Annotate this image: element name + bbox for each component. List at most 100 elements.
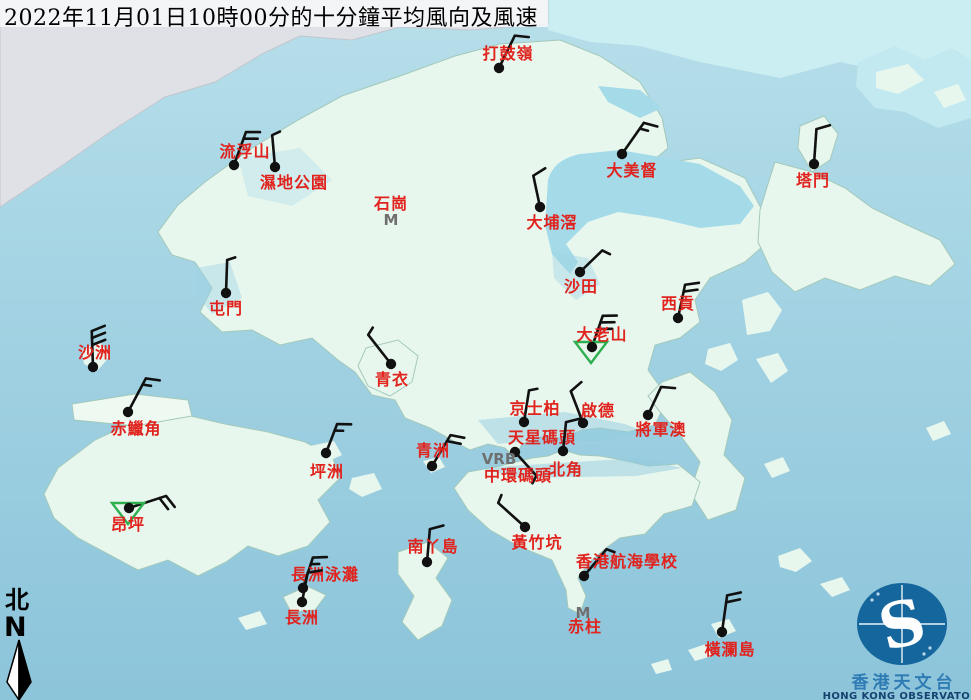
- station-sai-kung: 西貢: [661, 281, 701, 324]
- station-label: 長洲泳灘: [291, 565, 359, 584]
- station-label: 坪洲: [310, 462, 344, 481]
- wind-barb: [90, 338, 107, 347]
- station-label: 北角: [549, 460, 583, 479]
- ne-island-1: [876, 64, 924, 94]
- wind-barb: [569, 380, 583, 393]
- station-cheung-chau: 長洲: [285, 569, 323, 627]
- wind-staff: [522, 390, 531, 423]
- station-dot: [519, 521, 531, 533]
- wind-barb: [144, 377, 162, 382]
- north-arrow-icon-fill: [18, 639, 32, 700]
- station-label: 濕地公園: [260, 173, 328, 192]
- station-lamma-island: 南丫島: [407, 524, 458, 568]
- wind-barb: [158, 496, 170, 511]
- logo-dot: [928, 646, 932, 650]
- station-dot: [716, 626, 728, 638]
- station-label: 橫瀾島: [704, 640, 755, 659]
- logo-zh-text: 香港天文台: [852, 672, 957, 693]
- station-dot: [534, 201, 546, 213]
- sha-chau-island: [82, 342, 110, 370]
- station-dot: [87, 361, 99, 373]
- north-compass: 北 N: [4, 586, 32, 700]
- wind-barb: [724, 598, 742, 604]
- station-label: 大老山: [576, 325, 627, 344]
- wind-staff: [497, 35, 516, 69]
- wind-barb: [428, 524, 445, 531]
- wind-barb: [531, 474, 538, 485]
- station-dot: [586, 341, 598, 353]
- wind-barb: [638, 127, 650, 133]
- station-label: 將軍澳: [635, 420, 686, 439]
- station-label: 西貢: [661, 294, 695, 313]
- station-waglan-island: 橫瀾島: [704, 591, 755, 659]
- station-stanley: M赤柱: [568, 604, 602, 636]
- tuen-mun-urban: [196, 262, 242, 314]
- wind-staff: [497, 501, 526, 528]
- station-ngong-ping: 昂坪: [109, 494, 177, 534]
- hki-north-urban: [478, 458, 682, 478]
- station-wong-chuk-hang: 黃竹坑: [496, 493, 562, 552]
- wind-barb: [164, 494, 177, 509]
- sai-kung-east-land: [757, 161, 956, 293]
- wind-barb: [449, 433, 466, 440]
- station-label: 赤柱: [568, 617, 602, 636]
- station-label: 啟德: [581, 401, 615, 420]
- station-dot: [642, 409, 654, 421]
- tap-mun-island: [797, 115, 839, 173]
- shek-kwu-chau: [238, 611, 267, 630]
- station-lau-fau-shan: 流浮山: [219, 130, 270, 171]
- hei-ling-chau: [349, 473, 382, 497]
- station-label: 赤鱲角: [110, 419, 161, 438]
- station-dot: [578, 570, 590, 582]
- station-dot: [509, 446, 521, 458]
- wind-barb: [527, 387, 539, 392]
- station-dot: [577, 417, 589, 429]
- wind-barb: [445, 439, 462, 446]
- wind-barb: [815, 123, 832, 131]
- station-dot: [808, 158, 820, 170]
- station-tuen-mun: 屯門: [209, 256, 242, 318]
- marker-m: M: [384, 211, 399, 229]
- station-north-point: 北角: [549, 417, 583, 479]
- wind-barb: [496, 493, 503, 505]
- po-toi-2: [651, 659, 672, 674]
- station-chek-lap-kok: 赤鱲角: [110, 377, 162, 438]
- station-dot: [122, 406, 134, 418]
- station-label: 塔門: [796, 171, 830, 190]
- station-label: 青洲: [416, 441, 450, 460]
- logo-dot: [876, 592, 880, 596]
- station-dot: [421, 556, 433, 568]
- station-ta-kwu-ling: 打鼓嶺: [482, 34, 533, 74]
- ne-bay: [856, 46, 971, 128]
- marker-vrb: VRB: [482, 450, 517, 468]
- wind-barb: [605, 547, 616, 554]
- station-tseung-kwan-o: 將軍澳: [635, 385, 686, 439]
- station-tai-mei-tuk: 大美督: [606, 121, 659, 180]
- station-star-ferry: 天星碼頭: [508, 428, 576, 485]
- clear-water-bay-land: [647, 371, 746, 521]
- tung-lung-islet: [764, 457, 790, 478]
- logo-en-text: HONG KONG OBSERVATORY: [823, 691, 971, 700]
- south-island-2: [820, 577, 850, 597]
- wind-staff: [224, 259, 229, 294]
- station-shek-kong: M石崗: [373, 194, 407, 229]
- wind-barb: [683, 281, 701, 287]
- station-label: 天星碼頭: [508, 428, 576, 447]
- station-dot: [220, 287, 232, 299]
- station-peng-chau: 坪洲: [310, 422, 353, 481]
- south-island-1: [778, 548, 812, 572]
- yuen-long-urban: [238, 148, 332, 206]
- station-dot: [493, 62, 505, 74]
- station-dot: [426, 460, 438, 472]
- compass-n-label: N: [4, 612, 27, 643]
- ninepin-islet: [926, 421, 951, 441]
- station-tsing-yi: 青衣: [366, 326, 408, 389]
- wind-staff: [367, 334, 393, 365]
- logo-dot: [870, 598, 874, 602]
- station-label: 大美督: [606, 161, 657, 180]
- station-dot: [123, 502, 135, 514]
- wind-barb: [270, 130, 282, 137]
- title-backdrop: [0, 0, 548, 27]
- station-dot: [616, 148, 628, 160]
